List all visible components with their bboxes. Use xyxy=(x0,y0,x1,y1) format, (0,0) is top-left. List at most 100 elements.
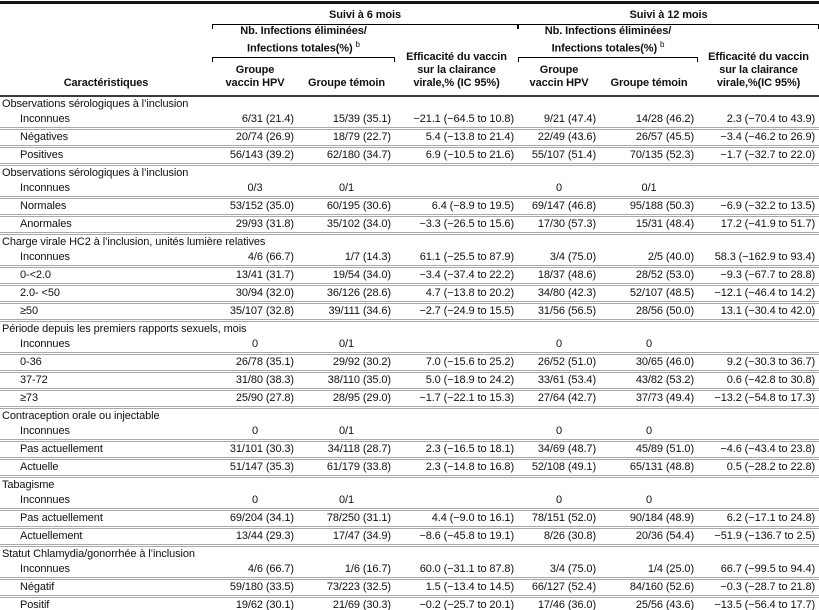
data-row: Négatives 20/74 (26.9) 18/79 (22.7) 5.4 (−1… xyxy=(0,128,819,148)
section-title-row: Tabagisme xyxy=(0,476,819,493)
row-label: Inconnues xyxy=(0,180,212,199)
value-cell: 28/56 (50.0) xyxy=(600,302,699,322)
row-label: 0-36 xyxy=(0,353,212,373)
value-cell: 0 xyxy=(600,336,699,355)
section-title-row: Observations sérologiques à l’inclusion xyxy=(0,164,819,181)
value-cell: 70/135 (52.3) xyxy=(600,146,699,166)
value-cell: 37/73 (49.4) xyxy=(600,389,699,409)
value-cell: 31/101 (30.3) xyxy=(212,440,298,460)
data-row: Inconnues 6/31 (21.4) 15/39 (35.1) −21.1 (−… xyxy=(0,111,819,130)
footnote-b-marker-6mo: b xyxy=(355,40,360,49)
value-cell: 0 xyxy=(600,423,699,442)
value-cell xyxy=(395,423,519,442)
value-cell: 9/21 (47.4) xyxy=(518,111,601,130)
subheader-12mo: Nb. Infections éliminées/ Infections tot… xyxy=(518,25,699,62)
value-cell: 0 xyxy=(212,492,298,511)
value-cell: 62/180 (34.7) xyxy=(298,146,395,166)
value-cell: −3.4 (−37.4 to 22.2) xyxy=(395,266,519,286)
section-title-row: Statut Chlamydia/gonorrhée à l’inclusion xyxy=(0,545,819,562)
subheader-6mo-line-2: Infections totales(%) xyxy=(247,42,353,55)
col-header-control-6mo: Groupe témoin xyxy=(298,57,395,97)
value-cell: 0 xyxy=(212,423,298,442)
value-cell: 0 xyxy=(518,336,601,355)
subheader-6mo-line-1: Nb. Infections éliminées/ xyxy=(240,25,367,37)
value-cell: 66/127 (52.4) xyxy=(518,578,601,598)
value-cell: 38/110 (35.0) xyxy=(298,371,395,391)
data-row: Inconnues 0/3 0/1 0 0/1 xyxy=(0,180,819,199)
value-cell: −13.2 (−54.8 to 17.3) xyxy=(698,389,819,409)
efficacy-6mo-line-3: virale,% (IC 95%) xyxy=(413,76,500,89)
value-cell: 43/82 (53.2) xyxy=(600,371,699,391)
value-cell: 5.4 (−13.8 to 21.4) xyxy=(395,128,519,148)
value-cell: −3.3 (−26.5 to 15.6) xyxy=(395,215,519,235)
value-cell: 0 xyxy=(600,492,699,511)
efficacy-12mo-line-1: Efficacité du vaccin xyxy=(708,50,809,63)
value-cell: 35/107 (32.8) xyxy=(212,302,298,322)
value-cell: 18/79 (22.7) xyxy=(298,128,395,148)
section-title: Tabagisme xyxy=(2,478,55,491)
value-cell: 34/118 (28.7) xyxy=(298,440,395,460)
section-title-row: Observations sérologiques à l’inclusion xyxy=(0,96,819,112)
footnote-b-marker-12mo: b xyxy=(660,40,665,49)
vaccine-6mo-line-2: vaccin HPV xyxy=(225,76,285,89)
value-cell: 8/26 (30.8) xyxy=(518,527,601,547)
data-row: Anormales 29/93 (31.8) 35/102 (34.0) −3.3 (… xyxy=(0,215,819,235)
value-cell: 27/64 (42.7) xyxy=(518,389,601,409)
value-cell: 60/195 (30.6) xyxy=(298,197,395,217)
section-title-row: Contraception orale ou injectable xyxy=(0,407,819,424)
value-cell: 20/74 (26.9) xyxy=(212,128,298,148)
value-cell: −9.3 (−67.7 to 28.8) xyxy=(698,266,819,286)
value-cell: 0.6 (−42.8 to 30.8) xyxy=(698,371,819,391)
value-cell xyxy=(395,492,519,511)
value-cell: 17/47 (34.9) xyxy=(298,527,395,547)
value-cell: −3.4 (−46.2 to 26.9) xyxy=(698,128,819,148)
subheader-6mo: Nb. Infections éliminées/ Infections tot… xyxy=(212,25,395,62)
value-cell: 34/80 (42.3) xyxy=(518,284,601,304)
row-label: Inconnues xyxy=(0,492,212,511)
data-row: Pas actuellement 69/204 (34.1) 78/250 (31.… xyxy=(0,509,819,529)
row-label: ≥50 xyxy=(0,302,212,322)
value-cell: 4/6 (66.7) xyxy=(212,561,298,580)
value-cell: 2.3 (−16.5 to 18.1) xyxy=(395,440,519,460)
value-cell: 5.0 (−18.9 to 24.2) xyxy=(395,371,519,391)
value-cell xyxy=(698,423,819,442)
value-cell: 30/94 (32.0) xyxy=(212,284,298,304)
value-cell: 61/179 (33.8) xyxy=(298,458,395,478)
header-row-subheaders: Nb. Infections éliminées/ Infections tot… xyxy=(0,25,819,97)
value-cell: 59/180 (33.5) xyxy=(212,578,298,598)
followup-12mo-header: Suivi à 12 mois xyxy=(518,4,819,29)
value-cell: 14/28 (46.2) xyxy=(600,111,699,130)
value-cell: 25/90 (27.8) xyxy=(212,389,298,409)
efficacy-6mo-line-2: sur la clairance xyxy=(417,63,496,76)
value-cell xyxy=(395,180,519,199)
value-cell: 13/41 (31.7) xyxy=(212,266,298,286)
followup-6mo-label: Suivi à 6 mois xyxy=(212,9,519,29)
data-row: 37-72 31/80 (38.3) 38/110 (35.0) 5.0 (−18.9… xyxy=(0,371,819,391)
row-label: Positif xyxy=(20,598,50,610)
value-cell: 33/61 (53.4) xyxy=(518,371,601,391)
row-label: Pas actuellement xyxy=(0,440,212,460)
value-cell: 22/49 (43.6) xyxy=(518,128,601,148)
value-cell: 6.2 (−17.1 to 24.8) xyxy=(698,509,819,529)
value-cell: 1/6 (16.7) xyxy=(298,561,395,580)
value-cell: 0/3 xyxy=(212,180,298,199)
row-label: Anormales xyxy=(0,215,212,235)
row-label: Inconnues xyxy=(0,561,212,580)
section-title: Charge virale HC2 à l’inclusion, unités … xyxy=(2,235,266,248)
vaccine-6mo-line-1: Groupe xyxy=(235,63,275,76)
value-cell: 90/184 (48.9) xyxy=(600,509,699,529)
value-cell: 2.3 (−14.8 to 16.8) xyxy=(395,458,519,478)
value-cell: 4.4 (−9.0 to 16.1) xyxy=(395,509,519,529)
data-row: Actuellement 13/44 (29.3) 17/47 (34.9) −8.6… xyxy=(0,527,819,547)
subheader-12mo-text: Nb. Infections éliminées/ Infections tot… xyxy=(518,25,699,62)
value-cell: 95/188 (50.3) xyxy=(600,197,699,217)
section-title: Contraception orale ou injectable xyxy=(2,409,160,422)
value-cell: 31/80 (38.3) xyxy=(212,371,298,391)
value-cell: 29/92 (30.2) xyxy=(298,353,395,373)
value-cell: 19/54 (34.0) xyxy=(298,266,395,286)
value-cell: 0/1 xyxy=(298,492,395,511)
value-cell: −21.1 (−64.5 to 10.8) xyxy=(395,111,519,130)
table-body: Observations sérologiques à l’inclusion I… xyxy=(0,96,819,610)
row-label: Normales xyxy=(0,197,212,217)
